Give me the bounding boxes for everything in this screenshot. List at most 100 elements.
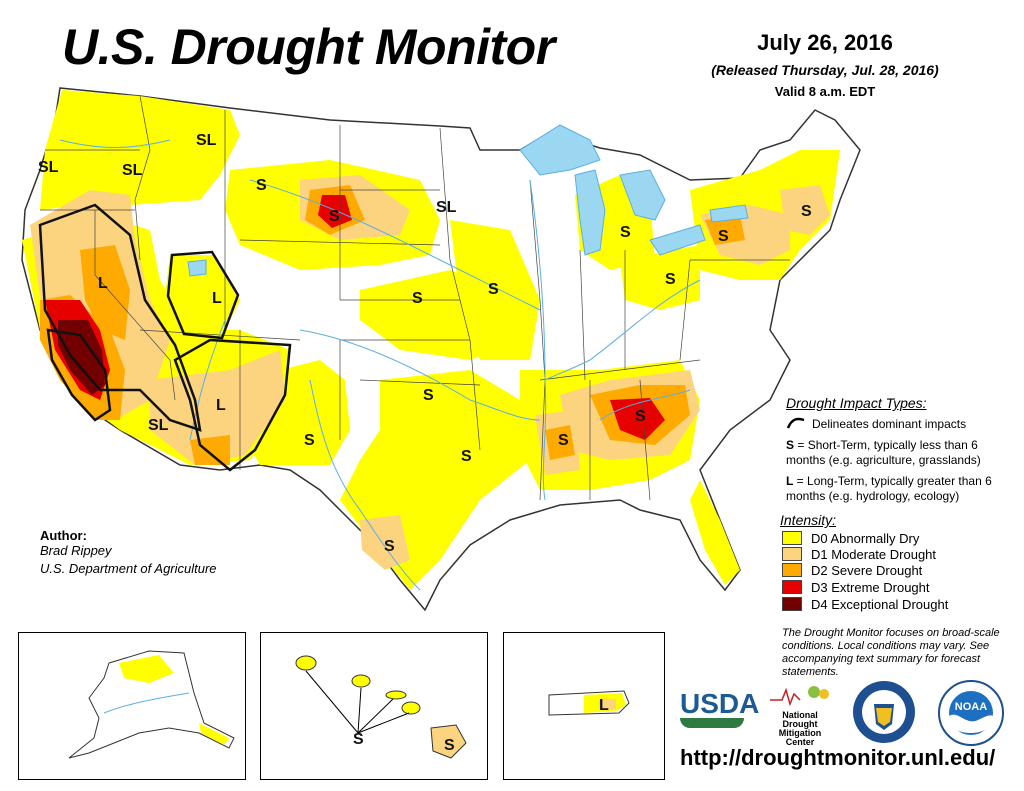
author-organization: U.S. Department of Agriculture (40, 561, 217, 576)
boundary-mississippi (529, 179, 546, 501)
legend-row-d3: D3 Extreme Drought (782, 579, 930, 595)
hawaii-map: S S (295, 655, 467, 759)
legend-row-d2: D2 Severe Drought (782, 562, 922, 578)
d2-arizona-south (190, 435, 230, 465)
disclaimer-note: The Drought Monitor focuses on broad-sca… (782, 627, 1000, 678)
impact-types-title: Drought Impact Types: (786, 395, 927, 411)
impact-label-s-oklahoma: S (423, 387, 434, 404)
river-missouri (249, 179, 541, 311)
impact-label-l-utah: L (212, 290, 222, 307)
impact-label-sl-idaho: SL (196, 132, 217, 149)
boundary-sd-ne (239, 239, 441, 246)
map-date: July 26, 2016 (757, 30, 893, 55)
d0-utah-interior (165, 255, 240, 340)
hawaii-kauai (295, 655, 317, 671)
impact-label-s-kansas: S (488, 281, 499, 298)
impact-label-l-nevada: L (98, 275, 108, 292)
river-colorado (189, 319, 226, 441)
great-salt-lake (187, 259, 207, 277)
ndmc-text-3: Mitigation (778, 728, 822, 738)
impact-label-s-wyoming: S (329, 208, 340, 225)
legend-row-d1: D1 Moderate Drought (782, 546, 936, 562)
impact-label-s-oklahoma-south: S (461, 448, 472, 465)
boundary-appalachia (679, 259, 691, 361)
impact-line-southwest (173, 338, 292, 472)
impact-label-s-montana: S (256, 177, 267, 194)
hawaii-molokai (385, 690, 407, 700)
impact-label-sl-oregon-coast: SL (38, 159, 59, 176)
hawaii-leader-lines (305, 670, 410, 734)
swatch-d0 (782, 531, 802, 545)
river-mississippi (529, 179, 547, 501)
alaska-outline (68, 650, 235, 759)
d2-nevada (80, 245, 130, 340)
legend-row-d0: D0 Abnormally Dry (782, 530, 919, 546)
long-term-description: L = Long-Term, typically greater than 6 … (786, 474, 1018, 504)
impact-label-l-arizona: L (216, 397, 226, 414)
boundary-il-in (579, 249, 586, 381)
lake-ontario (709, 204, 749, 223)
lake-huron (619, 169, 666, 221)
legend-label-d1: D1 Moderate Drought (811, 546, 937, 562)
rivers (59, 139, 701, 591)
author-name: Brad Rippey (40, 543, 112, 558)
impact-line-utah (166, 250, 240, 340)
usda-wordmark: USDA (680, 688, 760, 719)
puerto-rico-impact-label: L (599, 697, 609, 714)
short-term-text: = Short-Term, typically less than 6 mont… (786, 438, 981, 467)
impact-label-sl-arizona: SL (148, 417, 169, 434)
impact-label-s-new-york: S (718, 228, 729, 245)
d4-areas (58, 320, 105, 395)
impact-label-s-nebraska: S (412, 290, 423, 307)
impact-label-s-michigan: S (620, 224, 631, 241)
page-title: U.S. Drought Monitor (62, 19, 555, 75)
impact-label-s-tennessee: S (635, 408, 646, 425)
puerto-rico-map: L (548, 690, 630, 716)
impact-label-s-mississippi: S (558, 432, 569, 449)
hawaii-maui (401, 701, 421, 715)
ndmc-graphic (770, 686, 829, 707)
impact-line-far-west (38, 203, 202, 432)
ndmc-text-1: National (782, 710, 818, 720)
release-date: (Released Thursday, Jul. 28, 2016) (711, 62, 939, 78)
d2-mississippi (545, 425, 575, 460)
boundary-southeast (539, 359, 701, 381)
website-url[interactable]: http://droughtmonitor.unl.edu/ (680, 745, 996, 770)
d3-southeast (610, 398, 665, 440)
author-label: Author: (40, 528, 87, 543)
d2-new-york (705, 215, 745, 245)
alaska-d0-north (119, 655, 174, 683)
river-rio-grande (309, 379, 421, 591)
river-ohio (544, 279, 701, 381)
d1-new-england (780, 185, 830, 235)
alaska-inset (18, 632, 246, 780)
legend-label-d0: D0 Abnormally Dry (811, 530, 920, 546)
d3-wyoming (318, 195, 352, 228)
alaska-d0-southeast (199, 723, 229, 745)
legend-row-d4: D4 Exceptional Drought (782, 596, 948, 612)
ndmc-logo: National Drought Mitigation Center (768, 684, 832, 747)
d0-iowa-missouri (450, 220, 540, 360)
hawaii-impact-label: S (353, 731, 364, 748)
impact-label-s-new-mexico: S (304, 432, 315, 449)
usda-stripe (680, 718, 744, 728)
boundary-ok-tx (359, 379, 481, 386)
impact-label-sl-oregon: SL (122, 162, 143, 179)
swatch-d4 (782, 597, 802, 611)
impact-line-california-core (46, 328, 112, 422)
noaa-seal: NOAA (938, 680, 1004, 746)
impact-label-s-texas: S (384, 538, 395, 555)
long-term-text: = Long-Term, typically greater than 6 mo… (786, 474, 992, 503)
delineates-label: Delineates dominant impacts (812, 417, 967, 431)
ndmc-text-2: Drought (782, 719, 818, 729)
great-lakes (187, 124, 749, 277)
boundary-plains-east (439, 127, 481, 451)
lake-michigan (574, 169, 606, 256)
ndmc-text-4: Center (785, 737, 815, 747)
boundary-ga-sc (639, 379, 651, 501)
legend-label-d3: D3 Extreme Drought (811, 579, 930, 595)
short-term-key: S (786, 438, 795, 452)
river-arkansas (299, 329, 541, 421)
